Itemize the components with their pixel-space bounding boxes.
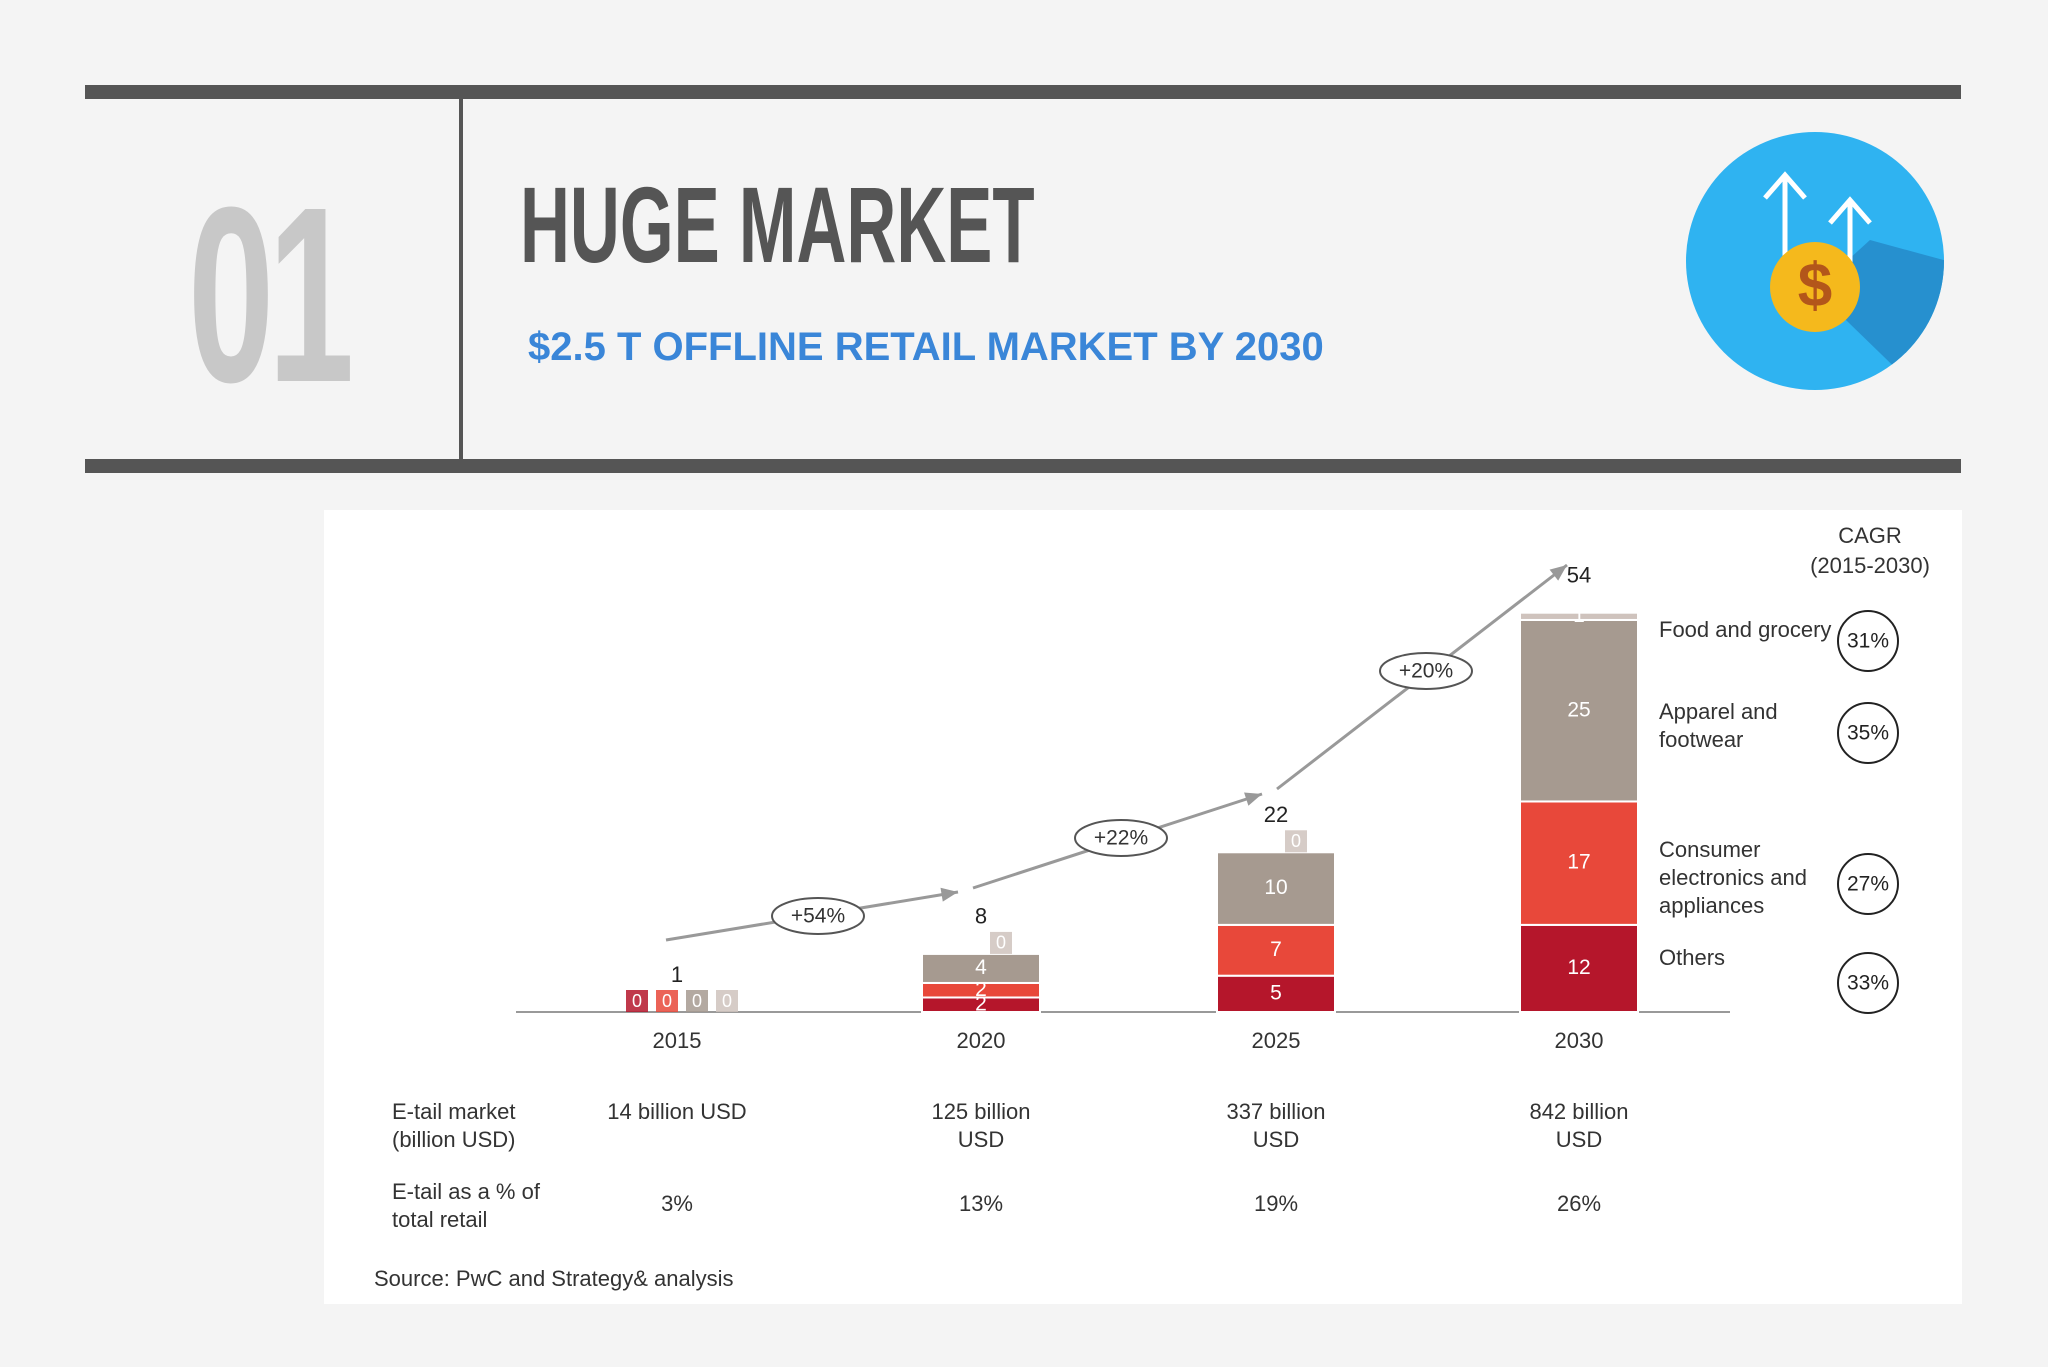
bar-segment — [1216, 851, 1336, 926]
zero-segment — [656, 990, 678, 1012]
section-number: 01 — [188, 155, 354, 434]
segment-label: 0 — [1291, 831, 1301, 851]
bar-segment — [921, 952, 1041, 984]
bottom-rule — [85, 459, 1961, 473]
total-label: 8 — [975, 904, 987, 929]
row-label: E-tail as a % of total retail — [392, 1179, 540, 1232]
cagr-period: (2015-2030) — [1810, 553, 1930, 578]
table-cell: 3% — [661, 1191, 693, 1216]
cagr-circle — [1837, 853, 1899, 915]
growth-bubble — [1074, 819, 1168, 857]
x-tick-label: 2030 — [1555, 1028, 1604, 1053]
zero-segment — [990, 931, 1012, 954]
bar-segment — [1216, 974, 1336, 1014]
bar-segment — [1519, 611, 1639, 621]
table-cell: 26% — [1556, 1191, 1602, 1216]
zero-segment — [626, 990, 648, 1012]
table-cell: 13% — [958, 1191, 1004, 1216]
growth-label: +20% — [1399, 660, 1453, 683]
cagr-circle — [1837, 610, 1899, 672]
segment-label: 0 — [662, 991, 672, 1011]
segment-label: 7 — [1270, 938, 1282, 961]
total-label: 22 — [1264, 802, 1288, 827]
table-cell: 19% — [1253, 1191, 1299, 1216]
bar-segment — [1216, 923, 1336, 977]
cagr-circle — [1837, 952, 1899, 1014]
cagr-circle — [1837, 702, 1899, 764]
x-tick-label: 2025 — [1252, 1028, 1301, 1053]
growth-label: +22% — [1094, 827, 1148, 850]
row-label: E-tail market (billion USD) — [392, 1099, 516, 1152]
cagr-title: CAGR — [1838, 523, 1902, 548]
bar-segment — [1519, 923, 1639, 1014]
segment-label: 17 — [1567, 851, 1590, 874]
zero-segment — [716, 990, 738, 1012]
segment-label: 0 — [692, 991, 702, 1011]
legend-label: Apparel and footwear — [1659, 699, 1778, 752]
segment-label: 1 — [1573, 604, 1585, 627]
segment-label: 5 — [1270, 981, 1282, 1004]
legend-label: Consumer electronics and appliances — [1659, 837, 1807, 918]
zero-segment — [686, 990, 708, 1012]
growth-bubble — [1379, 652, 1473, 690]
x-tick-label: 2015 — [653, 1028, 702, 1053]
table-cell: 14 billion USD — [607, 1099, 747, 1124]
zero-segment — [1285, 830, 1307, 853]
arrow-head — [940, 887, 958, 902]
segment-label: 4 — [975, 956, 987, 979]
source: Source: PwC and Strategy& analysis — [374, 1266, 734, 1291]
growth-label: +54% — [791, 905, 845, 928]
legend-label: Others — [1659, 945, 1726, 970]
chart-panel — [324, 510, 1962, 1304]
segment-label: 2 — [975, 992, 987, 1015]
total-label: 1 — [671, 962, 683, 987]
subtitle: $2.5 T OFFLINE RETAIL MARKET BY 2030 — [528, 325, 1324, 369]
divider — [459, 99, 463, 459]
segment-label: 12 — [1567, 956, 1590, 979]
segment-label: 0 — [632, 991, 642, 1011]
table-cell: 125 billion USD — [931, 1099, 1031, 1152]
cagr-label: 35% — [1847, 722, 1889, 745]
cagr-label: 27% — [1847, 873, 1889, 896]
total-label: 54 — [1567, 563, 1591, 588]
arrow-head — [1549, 565, 1567, 581]
cagr-label: 33% — [1847, 972, 1889, 995]
legend-label: Food and grocery — [1659, 617, 1832, 642]
segment-label: 10 — [1264, 876, 1287, 899]
svg-text:$: $ — [1798, 251, 1832, 320]
segment-label: 0 — [996, 933, 1006, 953]
x-tick-label: 2020 — [957, 1028, 1006, 1053]
top-rule — [85, 85, 1961, 99]
title: HUGE MARKET — [520, 164, 1035, 285]
table-cell: 337 billion USD — [1226, 1099, 1326, 1152]
cagr-label: 31% — [1847, 630, 1889, 653]
money-icon: $ — [1686, 132, 1944, 390]
arrow-head — [1244, 792, 1262, 806]
segment-label: 0 — [722, 991, 732, 1011]
segment-label: 2 — [975, 978, 987, 1001]
table-cell: 842 billion USD — [1529, 1099, 1629, 1152]
segment-label: 25 — [1567, 698, 1590, 721]
growth-bubble — [771, 897, 865, 935]
